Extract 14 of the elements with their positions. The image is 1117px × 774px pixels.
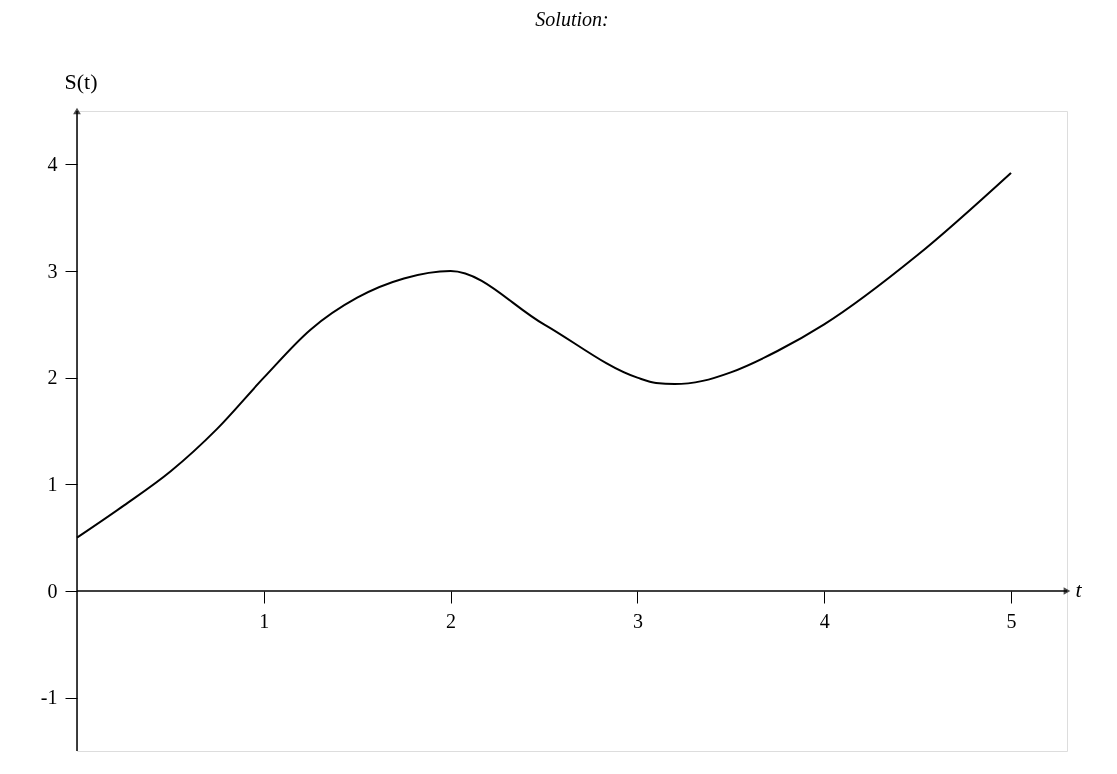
y-tick-label: -1 <box>40 686 58 709</box>
x-tick-label: 2 <box>446 609 457 632</box>
y-tick-label: 3 <box>47 259 58 282</box>
y-axis-title: S(t) <box>64 68 98 94</box>
x-tick-label: 1 <box>259 609 270 632</box>
y-tick-label: 2 <box>47 366 58 389</box>
y-tick-label: 1 <box>47 472 58 495</box>
x-tick-label: 4 <box>819 609 830 632</box>
chart-title: Solution: <box>535 8 609 30</box>
x-axis-title: t <box>1075 576 1083 602</box>
y-tick-label: 0 <box>47 579 58 602</box>
x-tick-label: 3 <box>632 609 643 632</box>
x-tick-label: 5 <box>1006 609 1017 632</box>
y-tick-label: 4 <box>47 152 58 175</box>
